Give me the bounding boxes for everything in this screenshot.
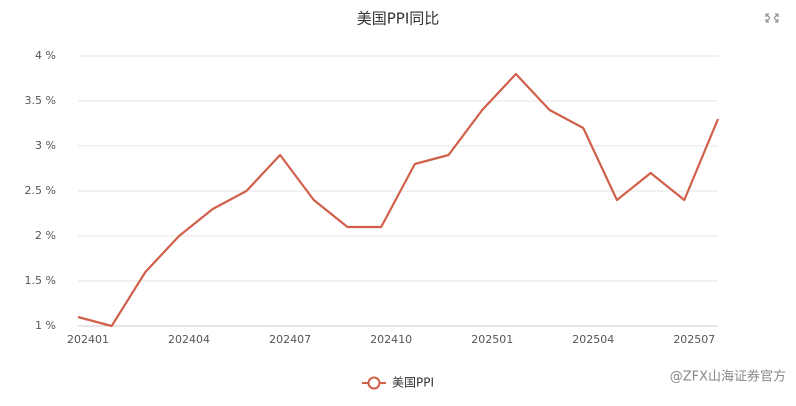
x-tick-label: 202407	[269, 333, 311, 346]
line	[77, 72, 720, 328]
y-tick-label: 2 %	[35, 229, 56, 242]
x-tick-label: 202410	[370, 333, 412, 346]
x-tick-label: 202401	[67, 333, 109, 346]
watermark: @ZFX山海证券官方	[670, 369, 786, 385]
x-tick-label: 202504	[572, 333, 614, 346]
x-tick-label: 202404	[168, 333, 210, 346]
x-tick-label: 202507	[673, 333, 715, 346]
y-tick-label: 4 %	[35, 49, 56, 62]
legend-label: 美国PPI	[392, 376, 434, 390]
y-tick-label: 1.5 %	[25, 274, 56, 287]
expand-icon[interactable]	[765, 13, 779, 23]
legend-marker	[367, 376, 381, 390]
y-tick-label: 1 %	[35, 319, 56, 332]
chart-title: 美国PPI同比	[357, 10, 440, 28]
y-tick-label: 3 %	[35, 139, 56, 152]
y-tick-label: 2.5 %	[25, 184, 56, 197]
x-tick-label: 202501	[471, 333, 513, 346]
y-tick-label: 3.5 %	[25, 94, 56, 107]
